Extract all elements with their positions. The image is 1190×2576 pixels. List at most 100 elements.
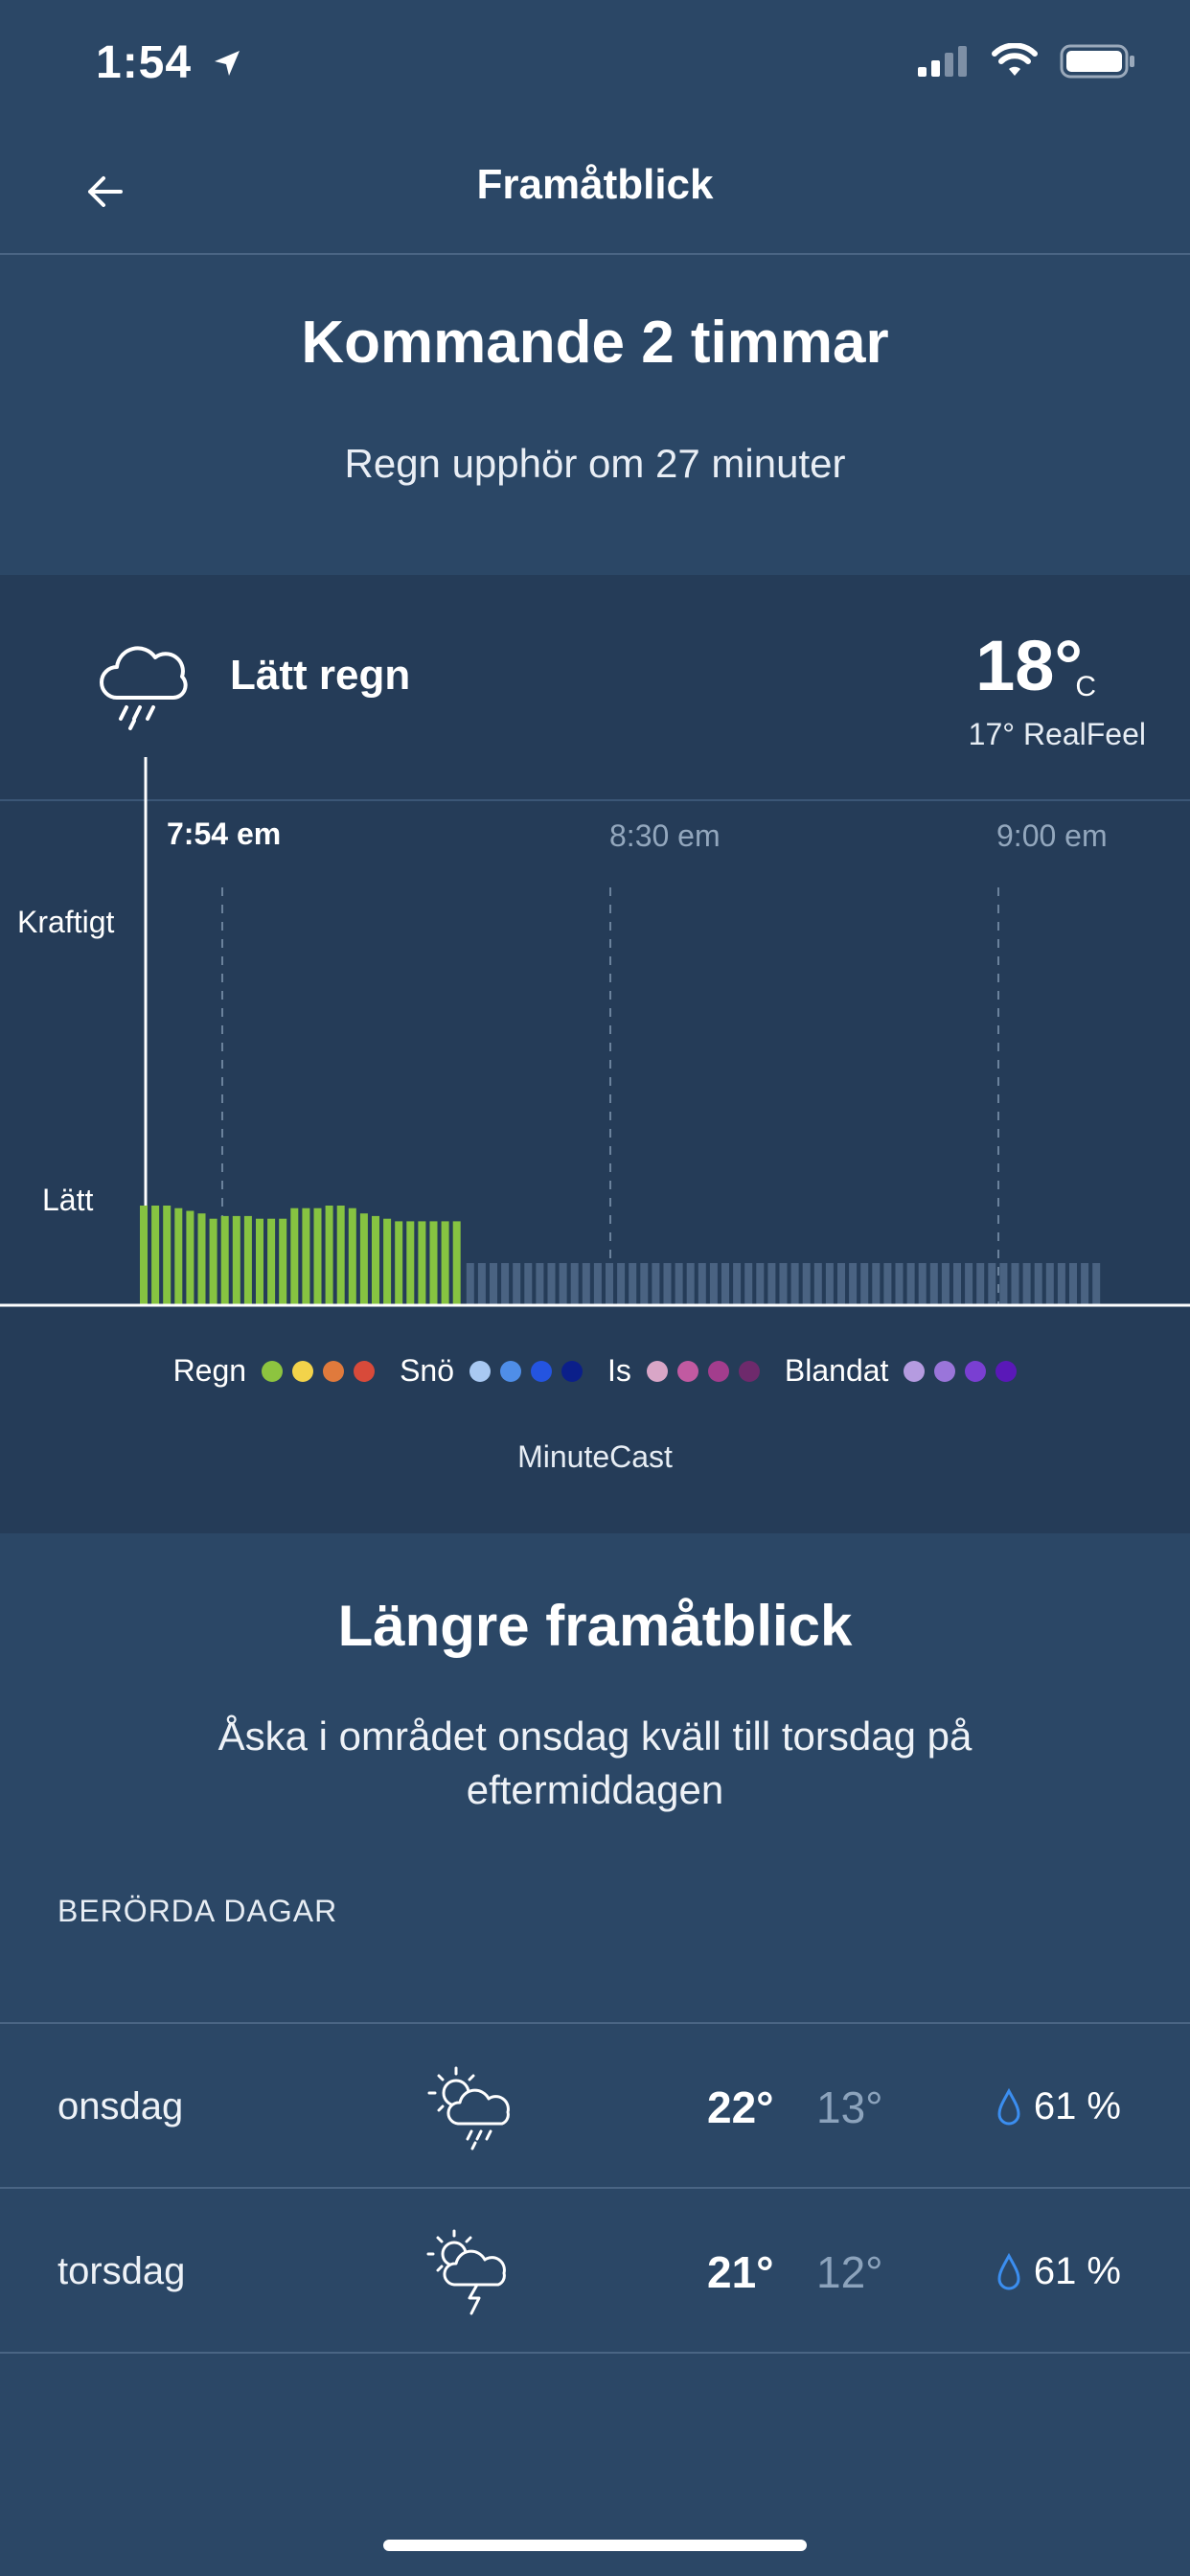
- no-precip-bar: [906, 1263, 915, 1305]
- rain-bar: [441, 1221, 449, 1305]
- no-precip-bar: [860, 1263, 869, 1305]
- day-row-onsdag[interactable]: onsdag 22° 13° 61 %: [0, 2024, 1190, 2187]
- time-label-now: 7:54 em: [167, 816, 282, 851]
- no-precip-bar: [1034, 1263, 1042, 1305]
- no-precip-bar: [466, 1263, 474, 1305]
- rain-bar: [209, 1218, 217, 1305]
- rain-bar: [325, 1206, 333, 1305]
- back-arrow-icon: [88, 176, 123, 207]
- no-precip-bar: [895, 1263, 904, 1305]
- no-precip-bar: [698, 1263, 706, 1305]
- rain-bar: [267, 1218, 276, 1305]
- low-temp: 12°: [816, 2247, 883, 2297]
- no-precip-bar: [536, 1263, 544, 1305]
- summary-subtitle: Regn upphör om 27 minuter: [344, 441, 846, 486]
- home-indicator[interactable]: [383, 2540, 807, 2551]
- no-precip-bar: [849, 1263, 858, 1305]
- rain-bar: [174, 1208, 183, 1305]
- legend-label: Regn: [172, 1353, 247, 1388]
- legend-swatch: [469, 1360, 491, 1382]
- rain-bar: [406, 1221, 415, 1305]
- raindrop-icon: [997, 2087, 1020, 2125]
- rain-bar: [279, 1218, 287, 1305]
- no-precip-bar: [652, 1263, 660, 1305]
- legend-group: Is: [607, 1353, 760, 1389]
- low-temp: 13°: [816, 2082, 883, 2132]
- realfeel: 17° RealFeel: [968, 717, 1146, 751]
- status-time-text: 1:54: [96, 37, 193, 88]
- precip-value: 61 %: [1033, 2085, 1121, 2128]
- rain-cloud-icon: [100, 646, 188, 730]
- longer-forecast-title: Längre framåtblick: [337, 1594, 853, 1658]
- time-label-900: 9:00 em: [996, 818, 1108, 853]
- rain-bar: [186, 1210, 195, 1305]
- no-precip-bar: [1045, 1263, 1054, 1305]
- no-precip-bar: [767, 1263, 776, 1305]
- no-precip-bar: [709, 1263, 718, 1305]
- row-divider: [0, 2022, 1190, 2024]
- no-precip-bar: [837, 1263, 845, 1305]
- rain-bar: [197, 1213, 206, 1305]
- no-precip-bar: [965, 1263, 973, 1305]
- no-precip-bar: [721, 1263, 729, 1305]
- no-precip-bar: [606, 1263, 613, 1305]
- row-divider: [0, 2352, 1190, 2354]
- no-precip-bar: [756, 1263, 765, 1305]
- legend-swatch: [676, 1360, 698, 1382]
- status-time: 1:54: [96, 36, 243, 89]
- minutecast-chart[interactable]: [0, 757, 1190, 1313]
- battery-icon: [1060, 44, 1134, 79]
- rain-bar: [359, 1213, 368, 1305]
- legend-label: Is: [607, 1353, 631, 1388]
- rain-bar: [232, 1215, 240, 1305]
- no-precip-bar: [547, 1263, 556, 1305]
- no-precip-bar: [524, 1263, 533, 1305]
- precip-chance: 61 %: [995, 2085, 1121, 2128]
- no-precip-bar: [686, 1263, 695, 1305]
- no-precip-bar: [582, 1263, 590, 1305]
- page-title: Framåtblick: [476, 161, 714, 208]
- legend-swatch: [354, 1360, 376, 1382]
- no-precip-bar: [490, 1263, 497, 1305]
- day-name: onsdag: [57, 2085, 184, 2128]
- no-precip-bar: [976, 1263, 985, 1305]
- no-precip-bar: [501, 1263, 510, 1305]
- no-precip-bar: [663, 1263, 672, 1305]
- legend-swatch: [262, 1360, 284, 1382]
- no-precip-bar: [1057, 1263, 1065, 1305]
- legend-swatch: [707, 1360, 729, 1382]
- no-precip-bar: [744, 1263, 753, 1305]
- legend-swatch: [965, 1360, 987, 1382]
- legend-swatch: [646, 1360, 668, 1382]
- no-precip-bar: [1069, 1263, 1077, 1305]
- no-precip-bar: [733, 1263, 742, 1305]
- rain-bar: [163, 1206, 172, 1305]
- status-icons: [916, 42, 1136, 80]
- rain-bar: [140, 1206, 148, 1305]
- no-precip-bar: [872, 1263, 881, 1305]
- temperature-unit: C: [1075, 671, 1096, 702]
- legend-swatch: [738, 1360, 760, 1382]
- no-precip-bar: [570, 1263, 579, 1305]
- header-divider: [0, 253, 1190, 255]
- y-label-light: Lätt: [42, 1183, 94, 1217]
- sun-cloud-rain-icon: [427, 2066, 510, 2150]
- no-precip-bar: [825, 1263, 834, 1305]
- legend-label: Snö: [400, 1353, 454, 1388]
- longer-forecast-description: Åska i området onsdag kväll till torsdag…: [217, 1714, 973, 1812]
- cellular-signal-icon: [918, 46, 967, 77]
- day-row-torsdag[interactable]: torsdag 21° 12° 61 %: [0, 2189, 1190, 2352]
- time-label-830: 8:30 em: [609, 818, 721, 853]
- sun-cloud-thunder-icon: [426, 2229, 506, 2315]
- location-arrow-icon: [215, 51, 240, 76]
- affected-days-label: BERÖRDA DAGAR: [57, 1894, 338, 1928]
- no-precip-bar: [1022, 1263, 1031, 1305]
- legend-swatch: [561, 1360, 583, 1382]
- precip-legend: Regn Snö Is Blandat: [0, 1353, 1190, 1389]
- no-precip-bar: [1092, 1263, 1101, 1305]
- rain-bar: [395, 1221, 403, 1305]
- back-button[interactable]: [77, 163, 134, 220]
- no-precip-bar: [883, 1263, 892, 1305]
- no-precip-bar: [929, 1263, 938, 1305]
- current-condition: Lätt regn: [230, 652, 411, 699]
